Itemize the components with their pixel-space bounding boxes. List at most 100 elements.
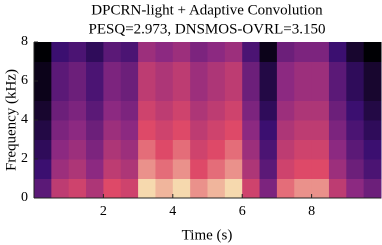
- heatmap-cell: [207, 61, 226, 82]
- heatmap-cell: [68, 42, 87, 62]
- heatmap-cell: [103, 61, 122, 82]
- heatmap-cell: [155, 42, 174, 62]
- heatmap-cell: [103, 100, 122, 121]
- heatmap-cell: [363, 120, 382, 140]
- heatmap-cell: [103, 42, 122, 62]
- heatmap-cell: [276, 42, 295, 62]
- heatmap-cell: [51, 139, 70, 160]
- heatmap-cell: [68, 178, 87, 199]
- heatmap-cell: [190, 178, 208, 199]
- heatmap-cell: [346, 120, 365, 140]
- heatmap-cell: [276, 61, 295, 82]
- heatmap-cell: [155, 81, 174, 101]
- heatmap-cell: [138, 120, 156, 140]
- heatmap-cell: [328, 42, 347, 62]
- heatmap-cell: [207, 159, 226, 179]
- heatmap-cell: [86, 81, 104, 101]
- heatmap-cell: [103, 159, 122, 179]
- heatmap-cell: [276, 139, 295, 160]
- heatmap-cell: [138, 81, 156, 101]
- heatmap-cell: [34, 178, 52, 199]
- heatmap-cell: [120, 100, 139, 121]
- heatmap-cell: [190, 159, 208, 179]
- heatmap-cell: [207, 81, 226, 101]
- heatmap-cell: [120, 159, 139, 179]
- heatmap-cell: [242, 100, 261, 121]
- heatmap-cell: [224, 139, 243, 160]
- heatmap-cell: [172, 139, 191, 160]
- heatmap-cell: [346, 139, 365, 160]
- y-tick-label: 2: [21, 151, 28, 166]
- y-tick-label: 0: [21, 190, 28, 205]
- heatmap-cell: [346, 81, 365, 101]
- heatmap-cell: [294, 81, 313, 101]
- heatmap-cell: [138, 159, 156, 179]
- heatmap-cell: [51, 120, 70, 140]
- heatmap-cell: [311, 159, 330, 179]
- heatmap-cell: [224, 120, 243, 140]
- heatmap-cell: [328, 61, 347, 82]
- heatmap-cell: [172, 61, 191, 82]
- heatmap-cell: [138, 42, 156, 62]
- heatmap-cell: [311, 81, 330, 101]
- heatmap-cell: [242, 159, 261, 179]
- heatmap-cell: [328, 139, 347, 160]
- heatmap-cell: [259, 61, 278, 82]
- heatmap-cell: [346, 42, 365, 62]
- heatmap-cell: [172, 178, 191, 199]
- heatmap-cell: [103, 178, 122, 199]
- heatmap-cell: [68, 61, 87, 82]
- heatmap-cell: [86, 100, 104, 121]
- heatmap-cell: [172, 120, 191, 140]
- heatmap-cell: [34, 81, 52, 101]
- heatmap-cell: [155, 100, 174, 121]
- heatmap-cell: [294, 159, 313, 179]
- heatmap-cell: [155, 120, 174, 140]
- heatmap-cell: [172, 81, 191, 101]
- heatmap-cell: [68, 139, 87, 160]
- heatmap-cell: [207, 42, 226, 62]
- heatmap-cell: [138, 139, 156, 160]
- heatmap-cell: [311, 178, 330, 199]
- heatmap-cell: [311, 42, 330, 62]
- heatmap-cell: [86, 61, 104, 82]
- x-tick-label: 2: [100, 204, 107, 219]
- chart-subtitle: PESQ=2.973, DNSMOS-OVRL=3.150: [89, 21, 326, 37]
- heatmap-cell: [328, 81, 347, 101]
- x-tick-label: 4: [169, 204, 176, 219]
- heatmap-cell: [259, 159, 278, 179]
- heatmap-cell: [363, 100, 382, 121]
- heatmap-cell: [138, 61, 156, 82]
- heatmap-cell: [120, 61, 139, 82]
- heatmap-cell: [51, 100, 70, 121]
- heatmap-cell: [155, 178, 174, 199]
- heatmap-cell: [51, 178, 70, 199]
- heatmap-cell: [224, 178, 243, 199]
- heatmap-cell: [346, 178, 365, 199]
- heatmap-cell: [190, 120, 208, 140]
- heatmap-cell: [120, 139, 139, 160]
- y-tick-label: 6: [21, 73, 28, 88]
- heatmap-cell: [34, 120, 52, 140]
- heatmap-cell: [311, 139, 330, 160]
- y-tick-label: 8: [21, 34, 28, 49]
- chart-title: DPCRN-light + Adaptive Convolution: [91, 2, 323, 18]
- heatmap-cell: [86, 178, 104, 199]
- heatmap-cell: [34, 42, 52, 62]
- heatmap-cell: [328, 178, 347, 199]
- heatmap-cell: [34, 61, 52, 82]
- heatmap-cell: [86, 159, 104, 179]
- heatmap-cell: [120, 178, 139, 199]
- y-tick-label: 4: [21, 112, 28, 127]
- heatmap-cell: [224, 42, 243, 62]
- heatmap-cell: [103, 139, 122, 160]
- heatmap-cell: [294, 61, 313, 82]
- heatmap-cell: [242, 178, 261, 199]
- heatmap-cell: [68, 81, 87, 101]
- heatmap-cell: [363, 178, 382, 199]
- heatmap-cell: [51, 159, 70, 179]
- heatmap-cell: [346, 61, 365, 82]
- heatmap-cell: [363, 81, 382, 101]
- heatmap-cell: [259, 42, 278, 62]
- x-tick-label: 6: [239, 204, 246, 219]
